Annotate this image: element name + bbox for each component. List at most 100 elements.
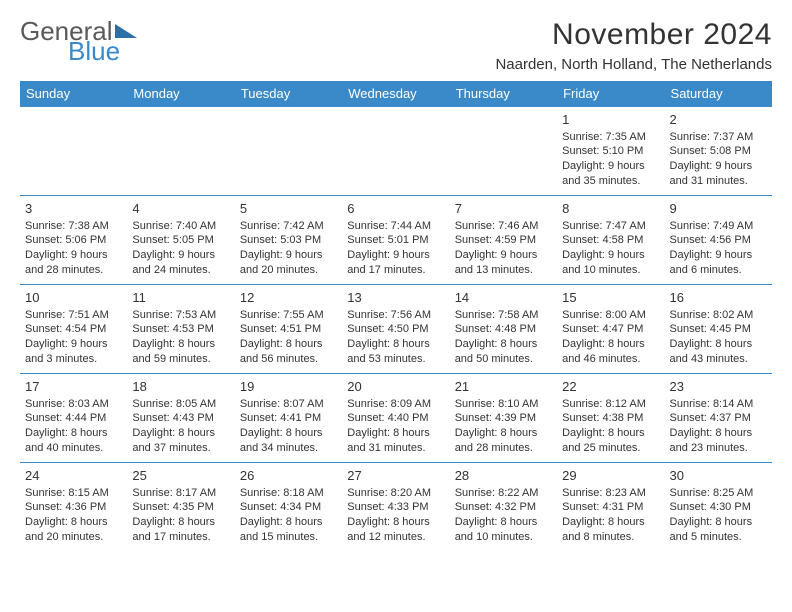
day-number: 7 xyxy=(455,200,552,218)
day-number: 30 xyxy=(670,467,767,485)
day-sun-info: Sunrise: 8:07 AMSunset: 4:41 PMDaylight:… xyxy=(240,397,337,456)
day-number: 11 xyxy=(132,289,229,307)
calendar-day-cell: 25Sunrise: 8:17 AMSunset: 4:35 PMDayligh… xyxy=(127,463,234,552)
logo-word-2: Blue xyxy=(68,38,137,64)
day-number: 1 xyxy=(562,111,659,129)
header: General Blue November 2024 Naarden, Nort… xyxy=(20,18,772,73)
calendar-day-cell: 12Sunrise: 7:55 AMSunset: 4:51 PMDayligh… xyxy=(235,285,342,374)
calendar-day-cell: 15Sunrise: 8:00 AMSunset: 4:47 PMDayligh… xyxy=(557,285,664,374)
day-number: 9 xyxy=(670,200,767,218)
day-header: Friday xyxy=(557,81,664,107)
calendar-day-cell: 27Sunrise: 8:20 AMSunset: 4:33 PMDayligh… xyxy=(342,463,449,552)
calendar-empty-cell xyxy=(450,107,557,196)
day-number: 14 xyxy=(455,289,552,307)
day-number: 28 xyxy=(455,467,552,485)
calendar-day-cell: 19Sunrise: 8:07 AMSunset: 4:41 PMDayligh… xyxy=(235,374,342,463)
calendar-day-cell: 4Sunrise: 7:40 AMSunset: 5:05 PMDaylight… xyxy=(127,196,234,285)
calendar-day-cell: 24Sunrise: 8:15 AMSunset: 4:36 PMDayligh… xyxy=(20,463,127,552)
day-number: 3 xyxy=(25,200,122,218)
day-sun-info: Sunrise: 7:38 AMSunset: 5:06 PMDaylight:… xyxy=(25,219,122,278)
day-sun-info: Sunrise: 8:22 AMSunset: 4:32 PMDaylight:… xyxy=(455,486,552,545)
day-number: 12 xyxy=(240,289,337,307)
calendar-day-cell: 7Sunrise: 7:46 AMSunset: 4:59 PMDaylight… xyxy=(450,196,557,285)
day-number: 24 xyxy=(25,467,122,485)
day-sun-info: Sunrise: 8:03 AMSunset: 4:44 PMDaylight:… xyxy=(25,397,122,456)
calendar-week-row: 3Sunrise: 7:38 AMSunset: 5:06 PMDaylight… xyxy=(20,196,772,285)
calendar-day-cell: 1Sunrise: 7:35 AMSunset: 5:10 PMDaylight… xyxy=(557,107,664,196)
day-sun-info: Sunrise: 7:35 AMSunset: 5:10 PMDaylight:… xyxy=(562,130,659,189)
calendar-day-cell: 9Sunrise: 7:49 AMSunset: 4:56 PMDaylight… xyxy=(665,196,772,285)
calendar-day-cell: 26Sunrise: 8:18 AMSunset: 4:34 PMDayligh… xyxy=(235,463,342,552)
day-sun-info: Sunrise: 8:05 AMSunset: 4:43 PMDaylight:… xyxy=(132,397,229,456)
calendar-empty-cell xyxy=(20,107,127,196)
calendar-empty-cell xyxy=(235,107,342,196)
month-title: November 2024 xyxy=(495,18,772,52)
calendar-page: General Blue November 2024 Naarden, Nort… xyxy=(0,0,792,561)
day-sun-info: Sunrise: 8:23 AMSunset: 4:31 PMDaylight:… xyxy=(562,486,659,545)
day-sun-info: Sunrise: 8:15 AMSunset: 4:36 PMDaylight:… xyxy=(25,486,122,545)
day-number: 5 xyxy=(240,200,337,218)
calendar-day-cell: 28Sunrise: 8:22 AMSunset: 4:32 PMDayligh… xyxy=(450,463,557,552)
calendar-day-cell: 16Sunrise: 8:02 AMSunset: 4:45 PMDayligh… xyxy=(665,285,772,374)
calendar-empty-cell xyxy=(127,107,234,196)
day-number: 29 xyxy=(562,467,659,485)
calendar-day-cell: 3Sunrise: 7:38 AMSunset: 5:06 PMDaylight… xyxy=(20,196,127,285)
day-number: 22 xyxy=(562,378,659,396)
calendar-table: SundayMondayTuesdayWednesdayThursdayFrid… xyxy=(20,81,772,551)
calendar-empty-cell xyxy=(342,107,449,196)
calendar-day-cell: 20Sunrise: 8:09 AMSunset: 4:40 PMDayligh… xyxy=(342,374,449,463)
day-header: Monday xyxy=(127,81,234,107)
day-number: 6 xyxy=(347,200,444,218)
calendar-header-row: SundayMondayTuesdayWednesdayThursdayFrid… xyxy=(20,81,772,107)
day-sun-info: Sunrise: 8:17 AMSunset: 4:35 PMDaylight:… xyxy=(132,486,229,545)
day-sun-info: Sunrise: 7:47 AMSunset: 4:58 PMDaylight:… xyxy=(562,219,659,278)
day-header: Tuesday xyxy=(235,81,342,107)
day-sun-info: Sunrise: 7:44 AMSunset: 5:01 PMDaylight:… xyxy=(347,219,444,278)
calendar-day-cell: 8Sunrise: 7:47 AMSunset: 4:58 PMDaylight… xyxy=(557,196,664,285)
calendar-day-cell: 23Sunrise: 8:14 AMSunset: 4:37 PMDayligh… xyxy=(665,374,772,463)
calendar-day-cell: 22Sunrise: 8:12 AMSunset: 4:38 PMDayligh… xyxy=(557,374,664,463)
day-sun-info: Sunrise: 8:18 AMSunset: 4:34 PMDaylight:… xyxy=(240,486,337,545)
calendar-body: 1Sunrise: 7:35 AMSunset: 5:10 PMDaylight… xyxy=(20,107,772,552)
day-sun-info: Sunrise: 7:46 AMSunset: 4:59 PMDaylight:… xyxy=(455,219,552,278)
day-sun-info: Sunrise: 8:02 AMSunset: 4:45 PMDaylight:… xyxy=(670,308,767,367)
day-sun-info: Sunrise: 7:51 AMSunset: 4:54 PMDaylight:… xyxy=(25,308,122,367)
day-sun-info: Sunrise: 7:53 AMSunset: 4:53 PMDaylight:… xyxy=(132,308,229,367)
day-number: 2 xyxy=(670,111,767,129)
calendar-day-cell: 17Sunrise: 8:03 AMSunset: 4:44 PMDayligh… xyxy=(20,374,127,463)
day-header: Sunday xyxy=(20,81,127,107)
day-sun-info: Sunrise: 8:09 AMSunset: 4:40 PMDaylight:… xyxy=(347,397,444,456)
day-sun-info: Sunrise: 8:14 AMSunset: 4:37 PMDaylight:… xyxy=(670,397,767,456)
day-sun-info: Sunrise: 7:49 AMSunset: 4:56 PMDaylight:… xyxy=(670,219,767,278)
day-number: 25 xyxy=(132,467,229,485)
calendar-week-row: 1Sunrise: 7:35 AMSunset: 5:10 PMDaylight… xyxy=(20,107,772,196)
calendar-day-cell: 14Sunrise: 7:58 AMSunset: 4:48 PMDayligh… xyxy=(450,285,557,374)
logo: General Blue xyxy=(20,18,137,64)
day-number: 10 xyxy=(25,289,122,307)
calendar-day-cell: 30Sunrise: 8:25 AMSunset: 4:30 PMDayligh… xyxy=(665,463,772,552)
day-sun-info: Sunrise: 7:58 AMSunset: 4:48 PMDaylight:… xyxy=(455,308,552,367)
day-number: 23 xyxy=(670,378,767,396)
calendar-day-cell: 11Sunrise: 7:53 AMSunset: 4:53 PMDayligh… xyxy=(127,285,234,374)
day-sun-info: Sunrise: 7:56 AMSunset: 4:50 PMDaylight:… xyxy=(347,308,444,367)
day-number: 13 xyxy=(347,289,444,307)
day-header: Thursday xyxy=(450,81,557,107)
calendar-week-row: 24Sunrise: 8:15 AMSunset: 4:36 PMDayligh… xyxy=(20,463,772,552)
day-sun-info: Sunrise: 7:40 AMSunset: 5:05 PMDaylight:… xyxy=(132,219,229,278)
calendar-day-cell: 18Sunrise: 8:05 AMSunset: 4:43 PMDayligh… xyxy=(127,374,234,463)
calendar-day-cell: 13Sunrise: 7:56 AMSunset: 4:50 PMDayligh… xyxy=(342,285,449,374)
day-sun-info: Sunrise: 7:42 AMSunset: 5:03 PMDaylight:… xyxy=(240,219,337,278)
calendar-day-cell: 29Sunrise: 8:23 AMSunset: 4:31 PMDayligh… xyxy=(557,463,664,552)
day-header: Wednesday xyxy=(342,81,449,107)
day-number: 15 xyxy=(562,289,659,307)
calendar-week-row: 17Sunrise: 8:03 AMSunset: 4:44 PMDayligh… xyxy=(20,374,772,463)
calendar-day-cell: 6Sunrise: 7:44 AMSunset: 5:01 PMDaylight… xyxy=(342,196,449,285)
day-number: 20 xyxy=(347,378,444,396)
day-sun-info: Sunrise: 8:12 AMSunset: 4:38 PMDaylight:… xyxy=(562,397,659,456)
logo-triangle-icon xyxy=(115,24,137,38)
day-sun-info: Sunrise: 8:00 AMSunset: 4:47 PMDaylight:… xyxy=(562,308,659,367)
day-number: 8 xyxy=(562,200,659,218)
location-subtitle: Naarden, North Holland, The Netherlands xyxy=(495,56,772,73)
day-number: 4 xyxy=(132,200,229,218)
calendar-week-row: 10Sunrise: 7:51 AMSunset: 4:54 PMDayligh… xyxy=(20,285,772,374)
